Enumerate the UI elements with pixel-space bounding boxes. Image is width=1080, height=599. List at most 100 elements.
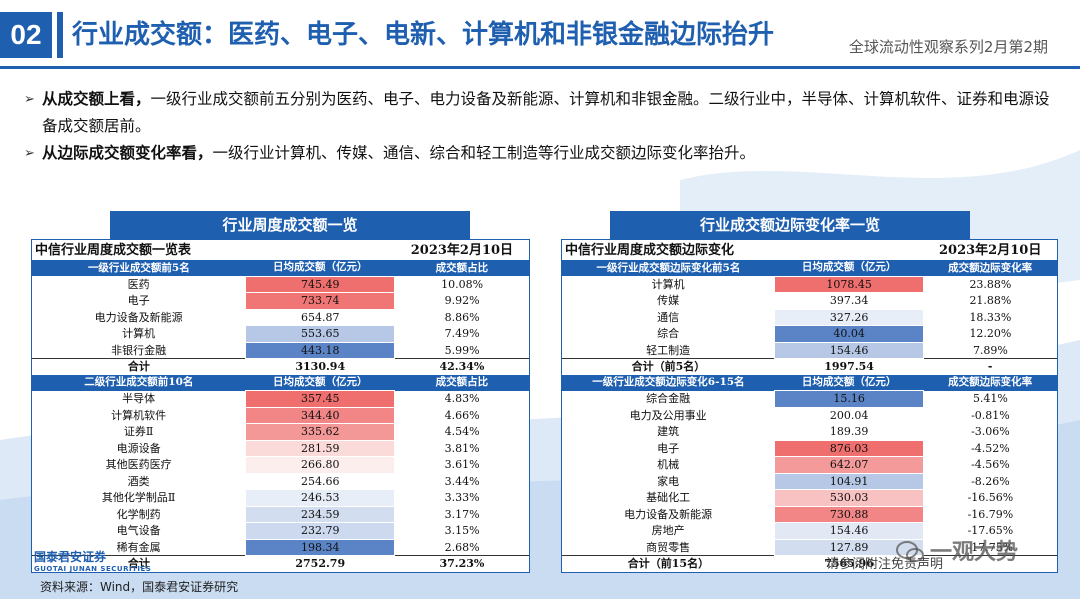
industry-name: 医药 <box>127 277 150 291</box>
total-row: 合计（前15名） 7565.96 <box>562 555 1057 572</box>
industry-name: 酒类 <box>127 474 150 488</box>
industry-name: 家电 <box>657 474 680 488</box>
share-value: -3.06% <box>971 425 1010 439</box>
section-number: 02 <box>0 12 52 58</box>
share-value: -0.81% <box>971 408 1010 422</box>
turnover-value: 246.53 <box>245 489 396 507</box>
column-header: 日均成交额（亿元） <box>245 260 395 276</box>
share-value: 12.20% <box>969 327 1012 341</box>
share-value: 7.89% <box>972 343 1008 357</box>
series-label: 全球流动性观察系列2月第2期 <box>848 38 1048 56</box>
industry-name: 轻工制造 <box>646 343 691 357</box>
bullet-lead: 从边际成交额变化率看， <box>42 144 213 162</box>
page-header: 02 行业成交额：医药、电子、电新、计算机和非银金融边际抬升 全球流动性观察系列… <box>0 0 1080 75</box>
table-row: 机械 642.07 -4.56% <box>562 456 1057 474</box>
turnover-value: 254.66 <box>245 472 396 490</box>
total-label: 合计（前5名） <box>562 358 775 375</box>
turnover-value: 104.91 <box>774 472 924 490</box>
table-row: 酒类 254.66 3.44% <box>32 472 529 490</box>
turnover-value: 15.16 <box>774 390 924 408</box>
total-row: 合计 3130.94 42.34% <box>32 358 529 375</box>
industry-name: 通信 <box>657 310 680 324</box>
table-header-row: 一级行业成交额边际变化6-15名 日均成交额（亿元） 成交额边际变化率 <box>562 374 1057 391</box>
column-header: 成交额占比 <box>394 260 529 276</box>
total-label: 合计（前15名） <box>562 555 775 572</box>
share-value: 5.41% <box>972 392 1008 406</box>
table-header-row: 二级行业成交额前10名 日均成交额（亿元） 成交额占比 <box>32 374 529 391</box>
header-divider <box>0 66 1080 69</box>
table-row: 其他化学制品Ⅱ 246.53 3.33% <box>32 489 529 507</box>
column-header: 日均成交额（亿元） <box>774 374 924 391</box>
total-share: 42.34% <box>394 358 529 375</box>
table-date: 2023年2月10日 <box>939 242 1042 258</box>
column-header: 日均成交额（亿元） <box>774 260 924 276</box>
table-row: 稀有金属 198.34 2.68% <box>32 538 529 556</box>
share-value: -8.26% <box>971 474 1010 488</box>
turnover-value: 154.46 <box>774 522 924 540</box>
table-row: 综合 40.04 12.20% <box>562 325 1057 343</box>
table-row: 基础化工 530.03 -16.56% <box>562 489 1057 507</box>
industry-name: 证券Ⅱ <box>123 425 154 439</box>
logo-subtext: GUOTAI JUNAN SECURITIES <box>34 565 152 573</box>
logo-text: 国泰君安证券 <box>34 550 107 564</box>
table-row: 计算机软件 344.40 4.66% <box>32 406 529 424</box>
turnover-value: 654.87 <box>245 308 396 326</box>
share-value: 4.83% <box>444 392 480 406</box>
industry-name: 机械 <box>657 458 680 472</box>
left-turnover-table: 中信行业周度成交额一览表 2023年2月10日 一级行业成交额前5名 日均成交额（亿元… <box>31 239 530 573</box>
table-row: 电力设备及新能源 730.88 -16.79% <box>562 505 1057 523</box>
turnover-value: 733.74 <box>245 292 396 310</box>
bullet-text: 一级行业计算机、传媒、通信、综合和轻工制造等行业成交额边际变化率抬升。 <box>212 144 756 162</box>
share-value: 4.66% <box>444 408 480 422</box>
total-row: 合计（前5名） 1997.54- <box>562 358 1057 375</box>
share-value: 5.99% <box>444 343 480 357</box>
watermark-text: 一观大势 <box>930 540 1019 565</box>
industry-name: 房地产 <box>651 524 685 538</box>
table-row: 通信 327.26 18.33% <box>562 308 1057 326</box>
share-value: 2.68% <box>444 540 480 554</box>
share-value: 18.33% <box>969 310 1012 324</box>
turnover-value: 40.04 <box>774 325 924 343</box>
turnover-value: 397.34 <box>774 292 924 310</box>
share-value: -4.52% <box>971 441 1010 455</box>
table-header-row: 一级行业成交额边际变化前5名 日均成交额（亿元） 成交额边际变化率 <box>562 260 1057 276</box>
turnover-value: 553.65 <box>245 325 396 343</box>
total-value: 7565.96 <box>774 555 924 572</box>
industry-name: 其他医药医疗 <box>105 458 172 472</box>
total-row: 合计 2752.79 37.23% <box>32 555 529 572</box>
table-row: 房地产 154.46 -17.65% <box>562 522 1057 540</box>
disclaimer-note: 请参阅附注免责声明 <box>826 557 944 572</box>
right-change-table: 中信行业周度成交额边际变化 2023年2月10日 一级行业成交额边际变化前5名 日均成… <box>561 239 1058 573</box>
industry-name: 计算机 <box>651 277 685 291</box>
table-row: 计算机 553.65 7.49% <box>32 325 529 343</box>
table-row: 电子 733.74 9.92% <box>32 292 529 310</box>
table-caption-row: 中信行业周度成交额边际变化 2023年2月10日 <box>562 240 1057 260</box>
share-value: 9.92% <box>444 294 480 308</box>
turnover-value: 234.59 <box>245 505 396 523</box>
industry-name: 综合 <box>657 327 680 341</box>
industry-name: 非银行金融 <box>111 343 167 357</box>
table-row: 计算机 1078.45 23.88% <box>562 275 1057 293</box>
turnover-value: 327.26 <box>774 308 924 326</box>
arrow-bullet-icon: ➢ <box>24 92 35 107</box>
industry-name: 建筑 <box>657 425 680 439</box>
bullet-lead: 从成交额上看， <box>42 90 151 108</box>
turnover-value: 232.79 <box>245 522 396 540</box>
industry-name: 其他化学制品Ⅱ <box>101 491 176 505</box>
table-row: 医药 745.49 10.08% <box>32 275 529 293</box>
table-row: 证券Ⅱ 335.62 4.54% <box>32 423 529 441</box>
total-value: 1997.54 <box>774 358 924 375</box>
page-title: 行业成交额：医药、电子、电新、计算机和非银金融边际抬升 <box>72 20 775 50</box>
share-value: 3.81% <box>444 441 480 455</box>
share-value: -17.65% <box>967 524 1014 538</box>
share-value: -16.56% <box>967 491 1014 505</box>
industry-name: 综合金融 <box>646 392 691 406</box>
industry-name: 计算机 <box>122 327 156 341</box>
turnover-value: 730.88 <box>774 505 924 523</box>
table-row: 电源设备 281.59 3.81% <box>32 439 529 457</box>
column-header: 成交额边际变化率 <box>923 260 1057 276</box>
turnover-value: 335.62 <box>245 423 396 441</box>
table-row: 家电 104.91 -8.26% <box>562 472 1057 490</box>
total-label: 合计 <box>32 358 246 375</box>
total-value: 3130.94 <box>245 358 395 375</box>
